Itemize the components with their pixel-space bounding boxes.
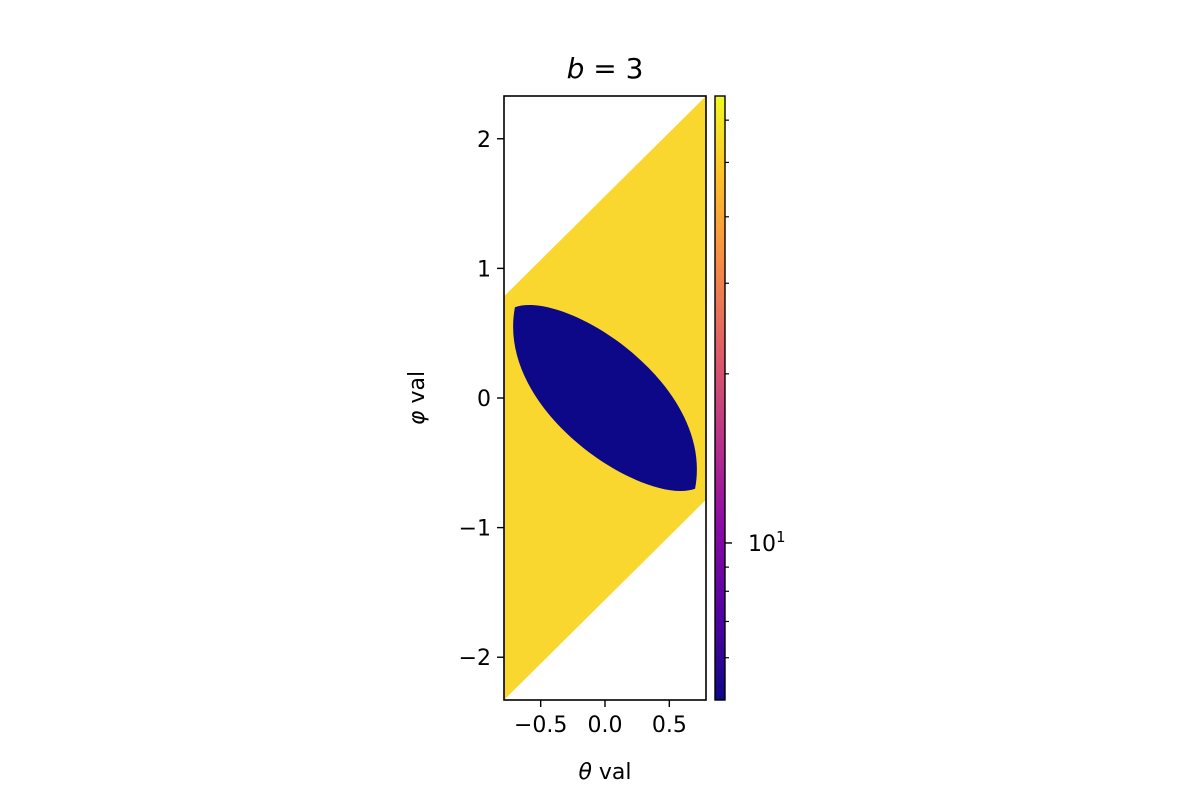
x-axis: −0.5 0.0 0.5 — [514, 700, 687, 738]
colorbar: 101 — [714, 95, 786, 701]
y-axis: −2 −1 0 1 2 — [459, 128, 504, 671]
y-tick-label: −1 — [459, 517, 491, 542]
y-tick-label: 0 — [477, 387, 491, 412]
colorbar-tick-label: 101 — [748, 528, 786, 557]
x-axis-label: θ val — [578, 760, 631, 785]
region-low-values — [513, 305, 697, 491]
x-tick-label: 0.0 — [588, 713, 623, 738]
y-tick-label: −2 — [459, 646, 491, 671]
y-tick-label: 1 — [477, 257, 491, 282]
colorbar-gradient — [715, 96, 725, 700]
y-axis-label: φ val — [405, 371, 430, 425]
colorbar-frame — [714, 95, 726, 701]
y-tick-label: 2 — [477, 128, 491, 153]
x-tick-label: −0.5 — [514, 713, 567, 738]
chart-title: b = 3 — [567, 52, 644, 85]
x-tick-label: 0.5 — [652, 713, 687, 738]
plot-area — [503, 95, 707, 701]
